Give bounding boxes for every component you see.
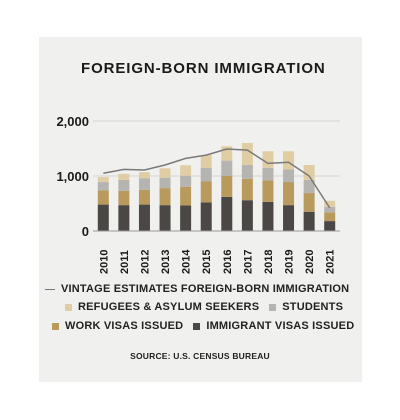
bar-segment [303, 179, 315, 194]
x-tick-label: 2020 [304, 250, 316, 274]
bar-segment [283, 169, 295, 183]
x-tick-label: 2018 [263, 250, 275, 274]
bar-segment [241, 178, 253, 201]
bar-segment [138, 189, 150, 205]
legend-work-label: WORK VISAS ISSUED [65, 320, 184, 332]
x-tick-label: 2012 [139, 250, 151, 274]
bar-segment [221, 196, 233, 231]
legend-line-item: VINTAGE ESTIMATES FOREIGN-BORN IMMIGRATI… [45, 283, 349, 295]
bar-segment [97, 190, 109, 205]
bar-segment [221, 160, 233, 176]
bar-segment [324, 212, 336, 222]
x-tick-label: 2019 [284, 250, 296, 274]
bar-segment [303, 193, 315, 212]
bar-segment [138, 204, 150, 231]
legend-line-swatch [45, 288, 55, 290]
legend-immigrant-label: IMMIGRANT VISAS ISSUED [206, 320, 355, 332]
bar-segment [200, 167, 212, 182]
bar-segment [241, 165, 253, 179]
bar-segment [97, 177, 109, 183]
x-tick-label: 2010 [98, 250, 110, 274]
x-tick-label: 2011 [119, 250, 131, 274]
bar-segment [159, 205, 171, 231]
bar-segment [200, 155, 212, 168]
bar-segment [241, 143, 253, 165]
x-tick-label: 2013 [160, 250, 172, 274]
bar-segment [303, 211, 315, 231]
bar-segment [221, 176, 233, 197]
bar-segment [324, 221, 336, 231]
bar-segment [283, 151, 295, 170]
x-tick-label: 2015 [201, 250, 213, 274]
x-tick-label: 2016 [222, 250, 234, 274]
bar-segment [138, 172, 150, 179]
bar-segment [97, 204, 109, 231]
bar-segment [97, 182, 109, 191]
bar-segment [262, 167, 274, 181]
chart-title: FOREIGN-BORN IMMIGRATION [81, 60, 326, 77]
bar-segment [283, 205, 295, 231]
bar-segment [180, 175, 192, 187]
estimate-line [103, 148, 331, 209]
bar-segment [283, 182, 295, 206]
bar-segment [118, 190, 130, 206]
bar-segment [241, 200, 253, 231]
bar-segment [159, 177, 171, 189]
bar-segment [200, 181, 212, 203]
bar-segment [180, 165, 192, 176]
legend-row-2: REFUGEES & ASYLUM SEEKERS STUDENTS [65, 301, 343, 313]
x-tick-label: 2021 [325, 250, 337, 274]
bar-segment [200, 202, 212, 231]
y-tick-label: 1,000 [56, 169, 89, 184]
bar-segment [118, 173, 130, 180]
bar-segment [262, 180, 274, 202]
y-tick-label: 2,000 [56, 114, 89, 129]
bar-segment [159, 188, 171, 206]
bar-segment [138, 178, 150, 190]
x-tick-label: 2017 [242, 250, 254, 274]
legend-immigrant-swatch [193, 322, 201, 330]
legend-refugees-swatch [65, 303, 72, 311]
legend-line-label: VINTAGE ESTIMATES FOREIGN-BORN IMMIGRATI… [61, 283, 350, 295]
bar-segment [324, 206, 336, 213]
legend-work-swatch [52, 322, 59, 330]
legend-refugees-label: REFUGEES & ASYLUM SEEKERS [78, 301, 260, 313]
source-note: SOURCE: U.S. CENSUS BUREAU [130, 351, 270, 361]
bar-segment [262, 151, 274, 168]
x-tick-label: 2014 [181, 249, 193, 274]
y-tick-label: 0 [82, 224, 89, 239]
legend-row-3: WORK VISAS ISSUED IMMIGRANT VISAS ISSUED [52, 320, 354, 332]
bar-segment [118, 179, 130, 191]
bar-segment [303, 165, 315, 180]
bar-segment [221, 146, 233, 161]
legend-students-swatch [269, 303, 277, 311]
bar-segment [180, 205, 192, 231]
bar-segment [324, 200, 336, 207]
bar-segment [159, 168, 171, 178]
legend-students-label: STUDENTS [282, 301, 344, 313]
bar-segment [262, 201, 274, 231]
bar-segment [118, 205, 130, 231]
bar-segment [180, 186, 192, 206]
